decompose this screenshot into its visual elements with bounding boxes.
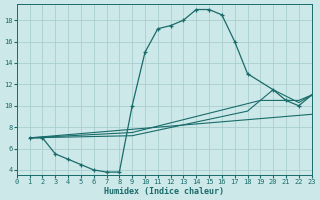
X-axis label: Humidex (Indice chaleur): Humidex (Indice chaleur) <box>104 187 224 196</box>
